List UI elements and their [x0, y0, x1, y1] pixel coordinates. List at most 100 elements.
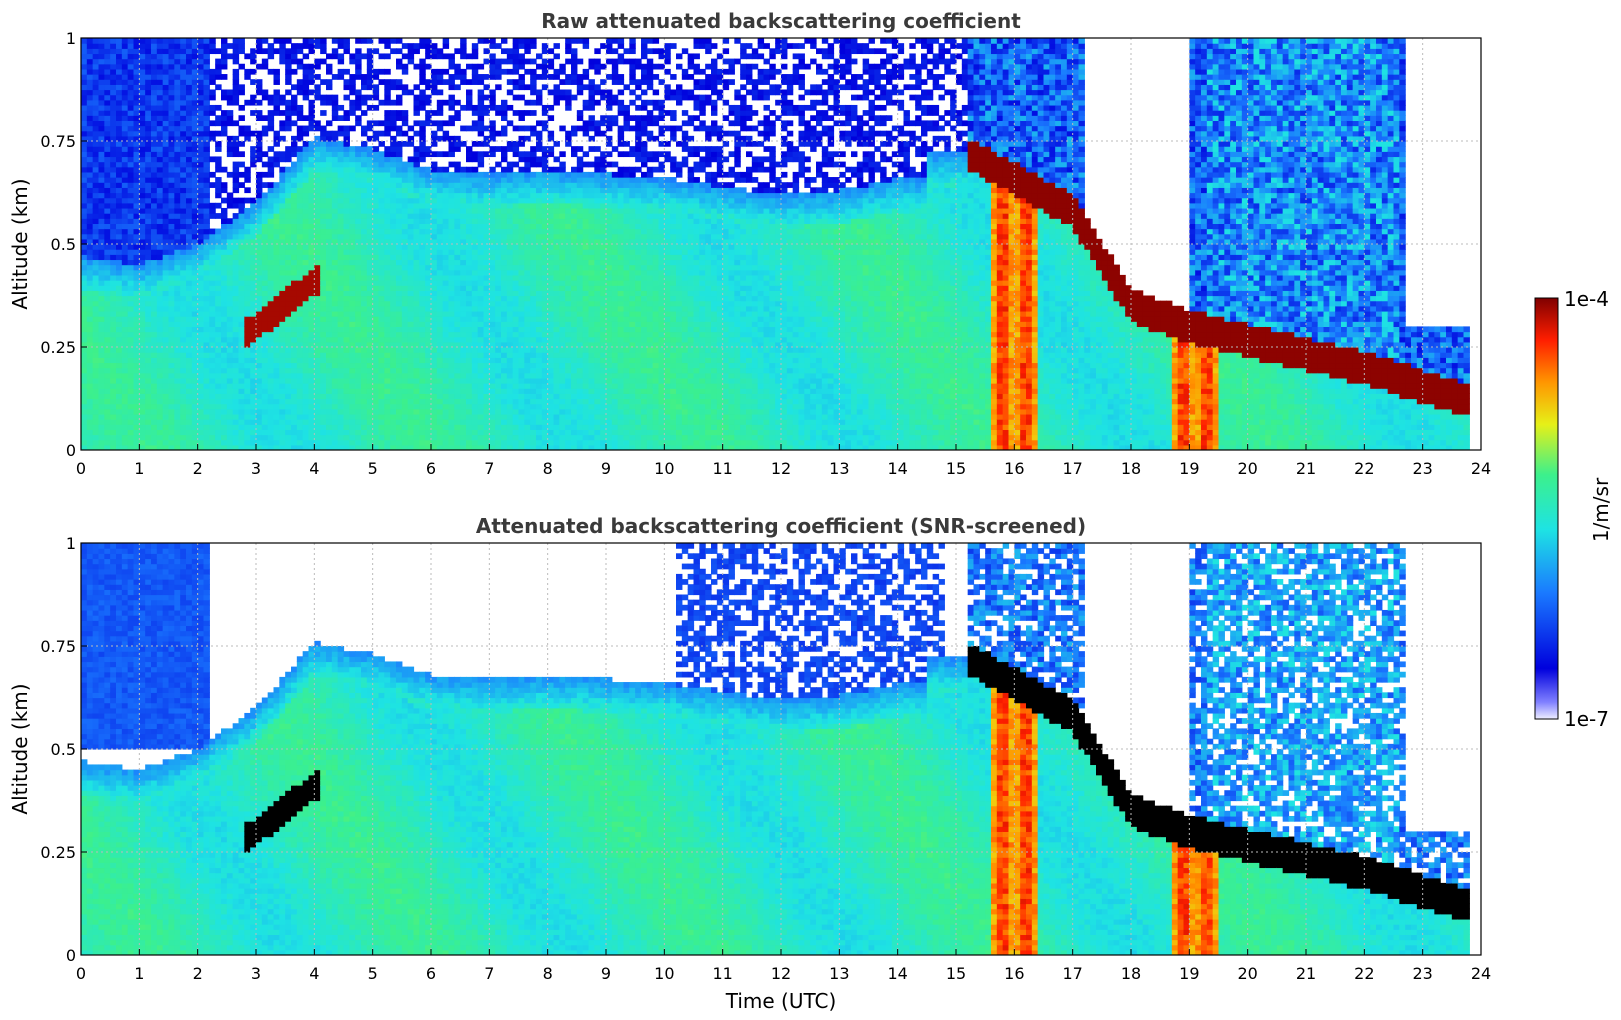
heatmap-cell	[238, 300, 245, 307]
heatmap-cell	[425, 367, 432, 374]
heatmap-cell	[116, 249, 123, 255]
heatmap-cell	[127, 156, 135, 163]
heatmap-cell	[256, 274, 263, 281]
heatmap-cell	[419, 120, 426, 127]
heatmap-cell	[308, 310, 315, 317]
heatmap-cell	[366, 104, 374, 111]
heatmap-cell	[92, 429, 100, 436]
heatmap-cell	[261, 285, 269, 291]
heatmap-cell	[436, 310, 444, 317]
heatmap-cell	[197, 367, 205, 374]
heatmap-cell	[151, 259, 158, 266]
heatmap-cell	[285, 336, 292, 343]
heatmap-cell	[442, 280, 450, 286]
heatmap-cell	[401, 238, 409, 245]
heatmap-cell	[191, 146, 199, 152]
heatmap-cell	[116, 125, 123, 132]
heatmap-cell	[314, 326, 321, 333]
heatmap-cell	[442, 357, 450, 364]
heatmap-cell	[110, 99, 117, 106]
heatmap-cell	[326, 290, 333, 297]
heatmap-cell	[419, 403, 426, 410]
heatmap-cell	[151, 393, 158, 400]
heatmap-cell	[401, 274, 409, 281]
heatmap-cell	[139, 408, 146, 415]
heatmap-cell	[448, 192, 455, 199]
heatmap-cell	[471, 388, 479, 394]
heatmap-cell	[191, 259, 199, 266]
heatmap-cell	[291, 94, 298, 101]
heatmap-cell	[226, 223, 234, 230]
heatmap-cell	[203, 43, 210, 49]
heatmap-cell	[81, 99, 88, 106]
heatmap-cell	[232, 388, 240, 394]
heatmap-cell	[285, 300, 292, 307]
heatmap-cell	[355, 249, 362, 255]
heatmap-cell	[314, 403, 321, 410]
heatmap-cell	[372, 135, 380, 142]
heatmap-cell	[413, 280, 420, 286]
heatmap-cell	[285, 347, 292, 353]
heatmap-cell	[191, 439, 199, 446]
heatmap-cell	[209, 213, 216, 219]
heatmap-cell	[384, 419, 391, 425]
heatmap-cell	[308, 429, 315, 436]
heatmap-cell	[215, 408, 222, 415]
heatmap-cell	[191, 135, 199, 142]
heatmap-cell	[355, 290, 362, 297]
heatmap-cell	[442, 429, 450, 436]
heatmap-cell	[156, 280, 164, 286]
heatmap-cell	[256, 347, 263, 353]
heatmap-cell	[448, 408, 455, 415]
heatmap-cell	[431, 68, 438, 75]
heatmap-cell	[448, 413, 455, 420]
heatmap-cell	[320, 434, 327, 441]
heatmap-cell	[133, 63, 140, 70]
heatmap-cell	[256, 254, 263, 261]
heatmap-cell	[256, 146, 263, 152]
heatmap-cell	[296, 84, 304, 91]
heatmap-cell	[256, 130, 263, 137]
heatmap-cell	[261, 439, 269, 446]
heatmap-cell	[151, 53, 158, 60]
heatmap-cell	[221, 218, 228, 224]
heatmap-cell	[86, 74, 94, 80]
heatmap-cell	[133, 367, 140, 374]
heatmap-cell	[337, 280, 345, 286]
heatmap-cell	[454, 280, 461, 286]
heatmap-cell	[343, 218, 350, 224]
heatmap-cell	[279, 120, 286, 127]
heatmap-cell	[180, 110, 187, 116]
heatmap-cell	[209, 182, 216, 188]
heatmap-cell	[261, 280, 269, 286]
heatmap-cell	[180, 388, 187, 394]
heatmap-cell	[81, 295, 88, 302]
heatmap-cell	[436, 444, 444, 450]
heatmap-cell	[448, 53, 455, 60]
heatmap-cell	[396, 295, 403, 302]
heatmap-cell	[396, 398, 403, 405]
heatmap-cell	[232, 79, 240, 85]
heatmap-cell	[226, 305, 234, 312]
heatmap-cell	[285, 254, 292, 261]
heatmap-cell	[466, 99, 473, 106]
heatmap-cell	[244, 336, 251, 343]
heatmap-cell	[261, 171, 269, 178]
heatmap-cell	[396, 151, 403, 158]
heatmap-cell	[314, 156, 321, 163]
heatmap-cell	[425, 403, 432, 410]
heatmap-cell	[343, 398, 350, 405]
heatmap-cell	[378, 99, 385, 106]
heatmap-cell	[162, 259, 170, 266]
heatmap-cell	[86, 367, 94, 374]
heatmap-cell	[110, 300, 117, 307]
heatmap-cell	[238, 264, 245, 271]
heatmap-cell	[390, 393, 397, 400]
heatmap-cell	[209, 207, 216, 214]
heatmap-cell	[81, 166, 88, 173]
heatmap-cell	[407, 310, 415, 317]
heatmap-cell	[197, 58, 205, 65]
heatmap-cell	[104, 388, 111, 394]
heatmap-cell	[454, 99, 461, 106]
heatmap-cell	[285, 434, 292, 441]
